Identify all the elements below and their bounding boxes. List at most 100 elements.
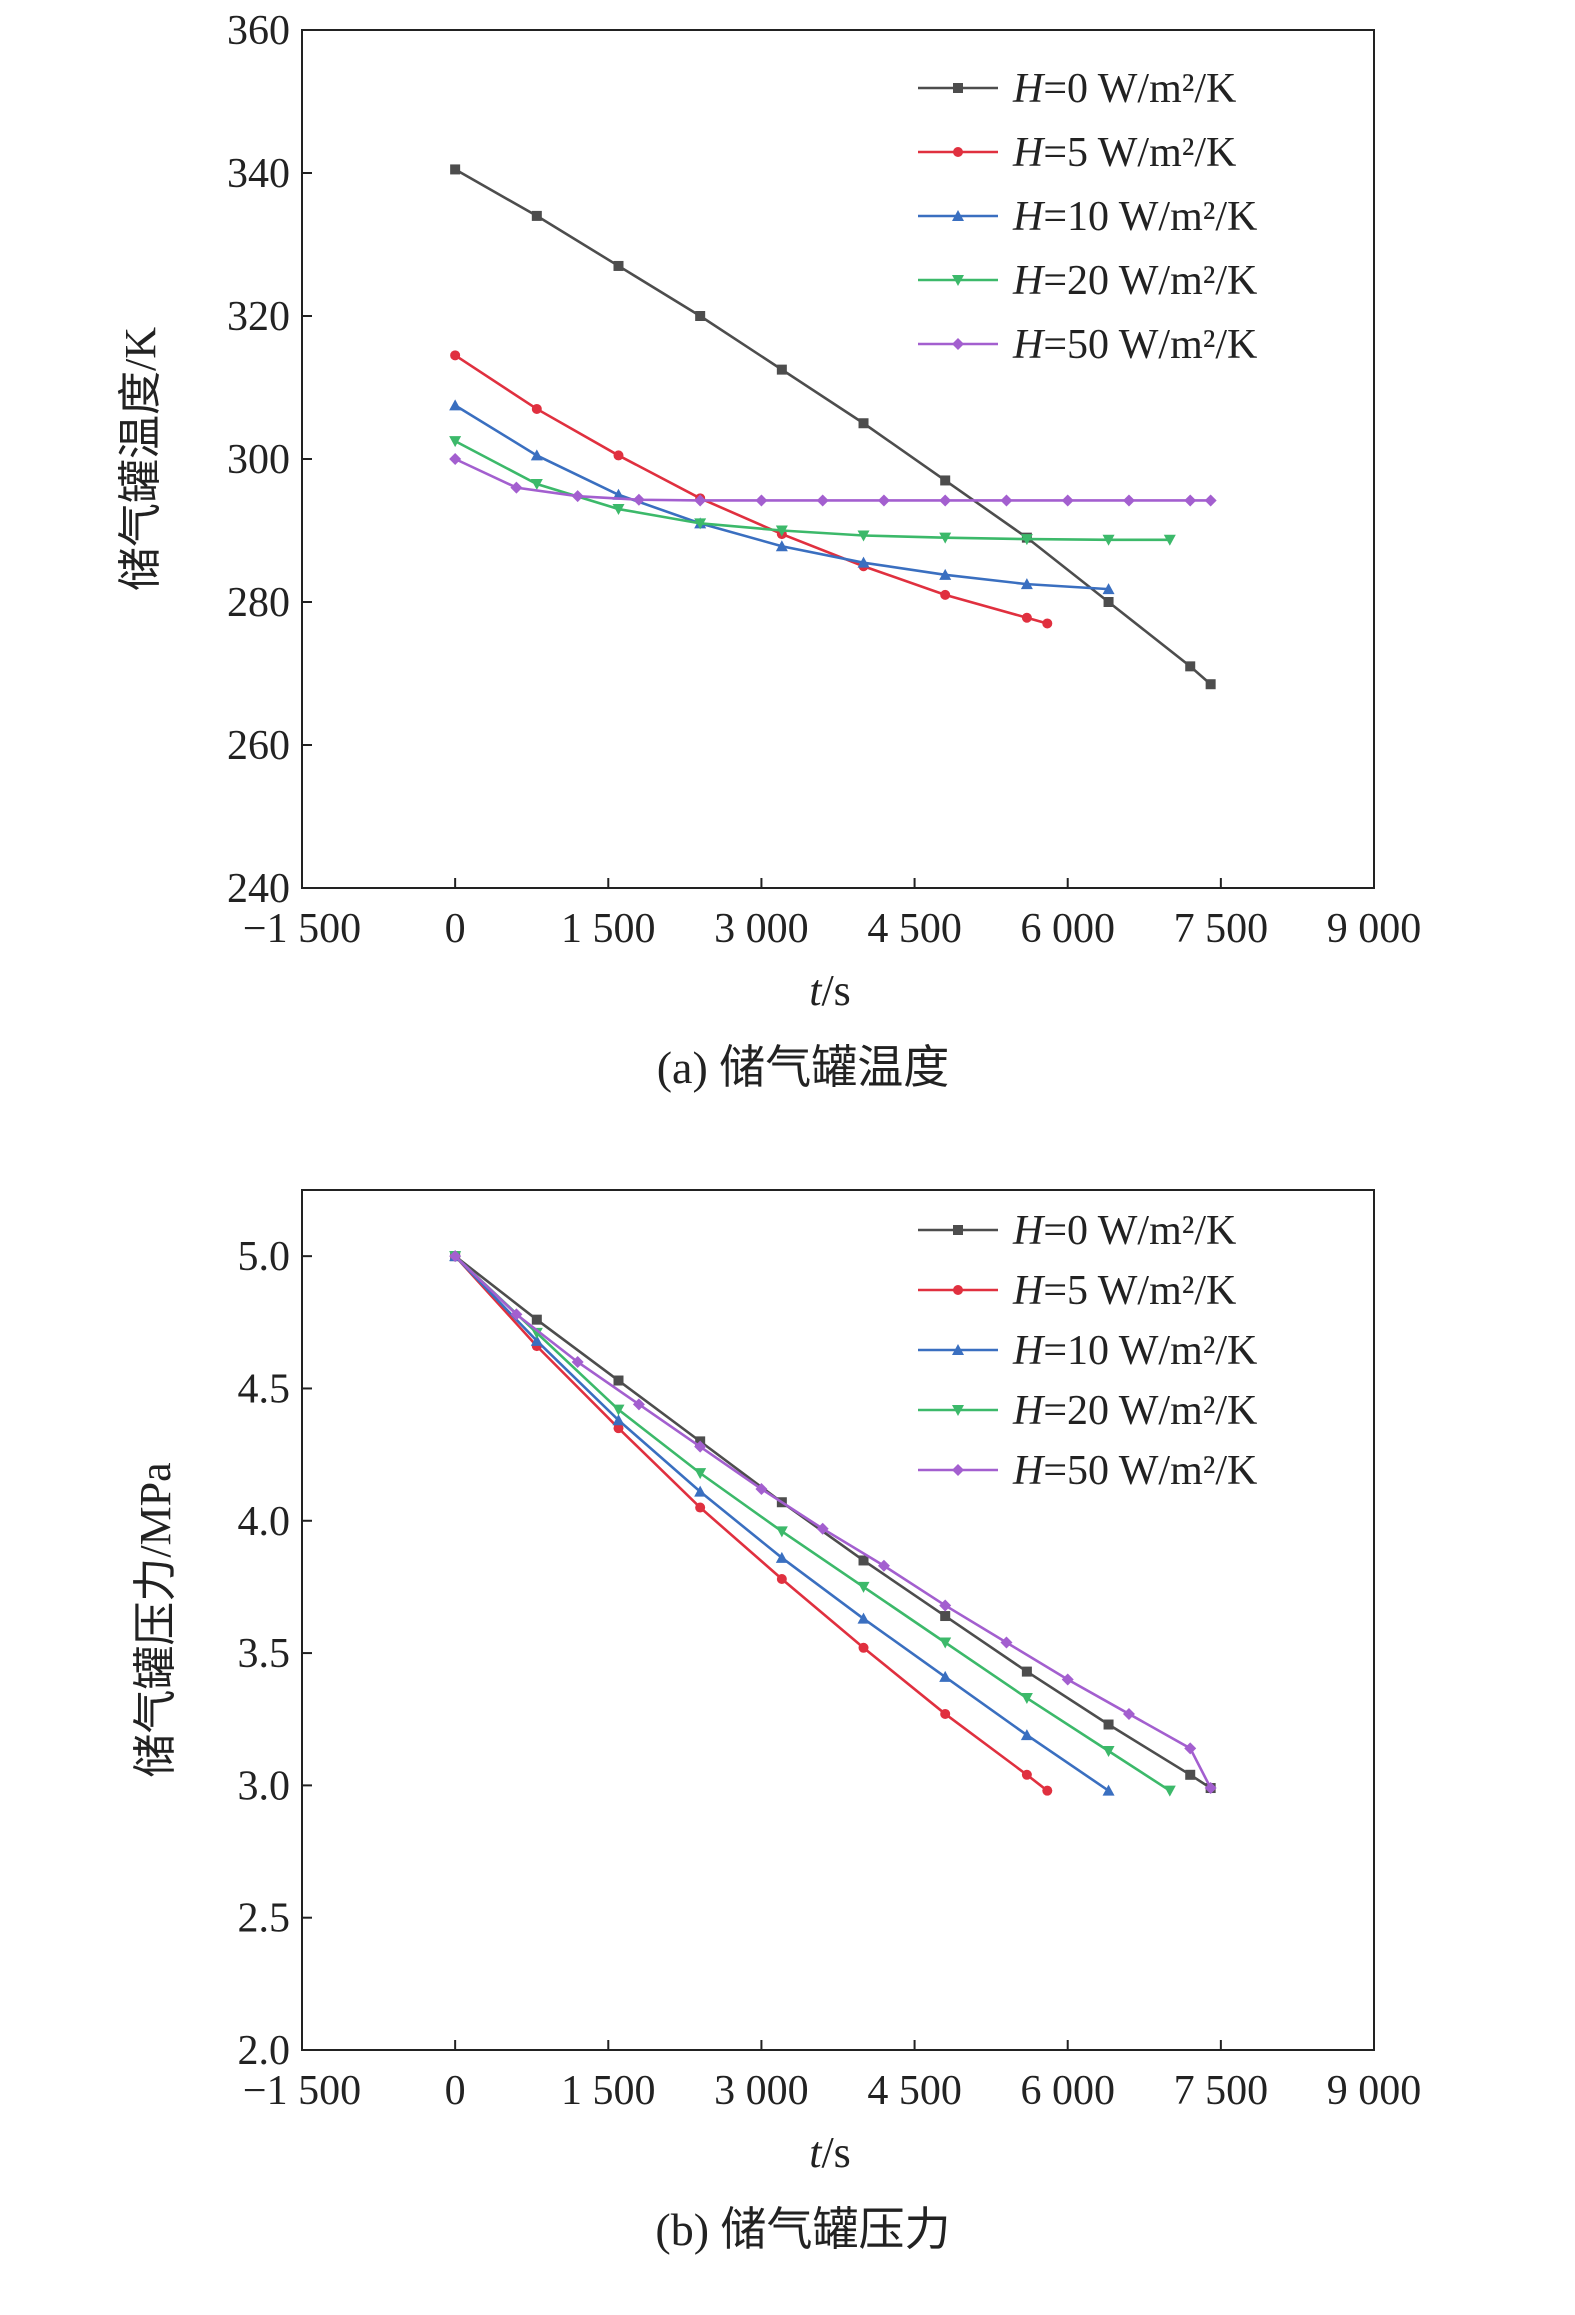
data-point [1021, 1666, 1032, 1677]
temperature-chart-panel: −1 500 0 1 500 3 000 4 500 6 000 7 500 9 000 240… [0, 0, 1575, 1150]
legend-marker [952, 1344, 964, 1355]
legend-item: H=10 W/m²/K [918, 1328, 1257, 1374]
data-point [1103, 1719, 1114, 1730]
y-tick-label: 3.0 [238, 1763, 291, 1809]
x-axis-label: t/s [809, 2128, 851, 2177]
data-point [1185, 661, 1196, 672]
data-point [1184, 494, 1197, 507]
data-point [530, 1334, 543, 1346]
data-point [530, 449, 543, 461]
data-point [775, 525, 788, 537]
legend-item: H=0 W/m²/K [918, 1208, 1236, 1254]
series-2 [449, 399, 1115, 595]
x-tick-label: 6 000 [1020, 906, 1115, 952]
x-tick-label: −1 500 [243, 906, 361, 952]
series-4 [449, 1250, 1217, 1795]
x-tick-label: 9 000 [1327, 906, 1422, 952]
data-point [940, 589, 951, 600]
data-point [449, 436, 462, 448]
data-point [612, 1414, 625, 1426]
data-point [940, 1708, 951, 1719]
data-point [1021, 612, 1032, 623]
y-axis: 2.0 2.5 3.0 3.5 4.0 4.5 5.0 [238, 1234, 312, 2074]
data-point [571, 1356, 584, 1368]
data-point [1042, 618, 1053, 629]
legend-label: H=0 W/m²/K [1012, 1208, 1236, 1254]
series-3 [449, 1251, 1176, 1797]
data-point [613, 450, 624, 461]
data-point [1122, 494, 1135, 507]
legend: H=0 W/m²/K H=5 W/m²/K H=10 W/m²/K H=20 W/m²… [918, 1208, 1257, 1494]
legend-label: H=50 W/m²/K [1012, 1448, 1257, 1494]
data-point [531, 210, 542, 221]
data-point [613, 1375, 624, 1386]
series-line [454, 404, 1109, 591]
data-point [449, 453, 462, 465]
x-tick-label: 0 [445, 906, 466, 952]
y-tick-label: 240 [227, 866, 290, 912]
series-1 [450, 1251, 1053, 1796]
data-point [1103, 597, 1114, 607]
x-tick-label: 7 500 [1174, 906, 1269, 952]
y-tick-label: 360 [227, 8, 290, 54]
data-point [1000, 1636, 1013, 1649]
data-point [1204, 1782, 1217, 1795]
y-tick-label: 280 [227, 580, 290, 626]
data-point [450, 164, 461, 175]
series-1 [450, 350, 1053, 629]
y-tick-label: 5.0 [238, 1234, 291, 1280]
data-point [939, 494, 952, 507]
figure-caption: (a) 储气罐温度 [657, 1042, 950, 1093]
y-tick-label: 260 [227, 723, 290, 769]
legend-item: H=5 W/m²/K [918, 1268, 1236, 1314]
data-point [816, 1522, 829, 1535]
data-point [530, 479, 543, 491]
data-point [775, 1551, 788, 1563]
data-point [816, 494, 829, 507]
data-point [1061, 494, 1074, 507]
legend-label: H=5 W/m²/K [1012, 1268, 1236, 1314]
data-point [939, 1637, 952, 1649]
data-point [1102, 1745, 1115, 1757]
legend-label: H=50 W/m²/K [1012, 322, 1257, 368]
legend-marker [952, 210, 964, 221]
data-point [694, 1440, 707, 1453]
legend-marker [952, 275, 964, 286]
x-tick-label: 9 000 [1327, 2068, 1422, 2114]
series-3 [449, 436, 1176, 546]
pressure-chart: −1 500 0 1 500 3 000 4 500 6 000 7 500 9 000 2.0… [131, 1189, 1422, 2255]
data-point [449, 399, 462, 411]
x-tick-label: −1 500 [243, 2068, 361, 2114]
data-point [1122, 1707, 1135, 1720]
series-line [454, 1255, 1171, 1792]
y-axis-label: 储气罐压力/MPa [131, 1462, 180, 1777]
data-point [857, 1581, 870, 1593]
x-tick-label: 7 500 [1174, 2068, 1269, 2114]
legend-item: H=10 W/m²/K [918, 194, 1257, 240]
x-tick-label: 3 000 [714, 2068, 809, 2114]
data-point [613, 1423, 624, 1434]
data-point [450, 350, 461, 361]
data-point [1042, 1785, 1053, 1796]
data-point [1163, 1785, 1176, 1797]
legend-marker [953, 83, 963, 93]
data-point [694, 518, 707, 530]
data-point [694, 1468, 707, 1480]
data-point [695, 311, 706, 321]
data-point [1020, 534, 1033, 546]
data-point [755, 1483, 768, 1496]
y-tick-label: 3.5 [238, 1631, 291, 1677]
data-point [776, 364, 787, 375]
data-point [1020, 578, 1033, 590]
data-point [613, 260, 624, 271]
y-tick-label: 2.5 [238, 1896, 291, 1942]
x-tick-label: 6 000 [1020, 2068, 1115, 2114]
data-point [632, 1398, 645, 1411]
legend-label: H=10 W/m²/K [1012, 194, 1257, 240]
y-tick-label: 4.5 [238, 1366, 291, 1412]
x-tick-label: 1 500 [561, 2068, 656, 2114]
data-point [510, 1308, 523, 1321]
data-point [632, 493, 645, 506]
data-point [530, 1327, 543, 1339]
legend-label: H=5 W/m²/K [1012, 130, 1236, 176]
